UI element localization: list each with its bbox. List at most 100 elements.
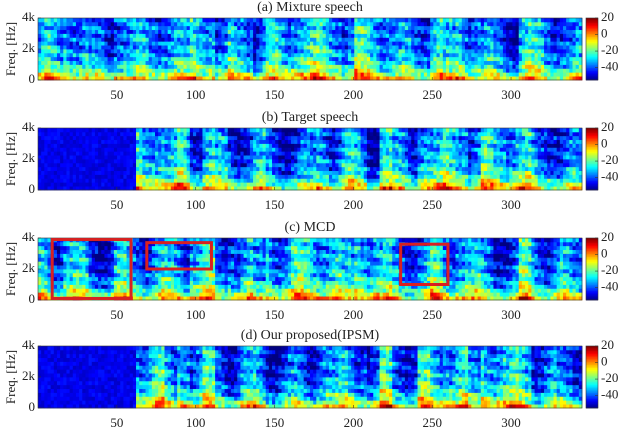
spectrogram-cell [282,53,286,57]
spectrogram-cell [370,171,374,175]
spectrogram-cell [478,41,482,45]
spectrogram-cell [443,22,447,26]
spectrogram-cell [187,49,191,53]
spectrogram-cell [465,175,469,179]
spectrogram-cell [92,159,96,163]
spectrogram-cell [221,167,225,171]
spectrogram-cell [332,144,336,148]
spectrogram-cell [392,178,396,182]
spectrogram-cell [386,147,390,151]
spectrogram-cell [123,132,127,136]
spectrogram-cell [111,147,115,151]
spectrogram-cell [104,175,108,179]
spectrogram-cell [73,159,77,163]
spectrogram-cell [465,68,469,72]
spectrogram-cell [89,144,93,148]
spectrogram-cell [361,30,365,34]
spectrogram-cell [76,72,80,76]
spectrogram-cell [285,132,289,136]
spectrogram-cell [66,34,70,38]
spectrogram-cell [509,49,513,53]
spectrogram-cell [452,26,456,30]
spectrogram-cell [421,61,425,65]
spectrogram-cell [304,159,308,163]
spectrogram-cell [117,140,121,144]
spectrogram-cell [228,175,232,179]
spectrogram-cell [256,34,260,38]
spectrogram-cell [206,68,210,72]
spectrogram-cell [199,182,203,186]
spectrogram-cell [427,155,431,159]
spectrogram-cell [297,65,301,69]
spectrogram-cell [351,132,355,136]
spectrogram-cell [304,151,308,155]
spectrogram-cell [85,167,89,171]
spectrogram-cell [136,140,140,144]
spectrogram-cell [187,41,191,45]
spectrogram-cell [76,57,80,61]
spectrogram-cell [73,167,77,171]
spectrogram-cell [525,45,529,49]
spectrogram-cell [168,155,172,159]
spectrogram-cell [180,68,184,72]
spectrogram-cell [329,61,333,65]
spectrogram-cell [421,178,425,182]
spectrogram-cell [174,151,178,155]
spectrogram-cell [316,136,320,140]
spectrogram-cell [225,151,229,155]
spectrogram-cell [54,159,58,163]
spectrogram-cell [421,163,425,167]
spectrogram-cell [364,65,368,69]
spectrogram-cell [354,30,358,34]
spectrogram-cell [266,30,270,34]
spectrogram-cell [266,49,270,53]
spectrogram-cell [76,22,80,26]
spectrogram-cell [180,65,184,69]
spectrogram-cell [329,178,333,182]
spectrogram-cell [269,18,273,22]
spectrogram-cell [180,30,184,34]
spectrogram-cell [332,49,336,53]
spectrogram-cell [133,34,137,38]
spectrogram-cell [51,128,55,132]
spectrogram-cell [146,53,150,57]
spectrogram-cell [386,178,390,182]
spectrogram-cell [367,155,371,159]
y-axis-label: Freq. [Hz] [3,132,18,186]
spectrogram-cell [474,57,478,61]
spectrogram-cell [500,72,504,76]
spectrogram-cell [108,72,112,76]
spectrogram-cell [240,171,244,175]
spectrogram-cell [76,178,80,182]
spectrogram-cell [326,163,330,167]
spectrogram-cell [291,57,295,61]
spectrogram-cell [95,22,99,26]
spectrogram-cell [209,155,213,159]
spectrogram-cell [569,41,573,45]
spectrogram-cell [215,140,219,144]
spectrogram-cell [158,178,162,182]
spectrogram-cell [367,18,371,22]
spectrogram-cell [237,45,241,49]
spectrogram-cell [225,167,229,171]
spectrogram-cell [57,171,61,175]
spectrogram-cell [114,140,118,144]
spectrogram-cell [459,26,463,30]
spectrogram-cell [41,132,45,136]
spectrogram-cell [38,171,42,175]
spectrogram-cell [187,136,191,140]
spectrogram-cell [462,140,466,144]
spectrogram-cell [51,26,55,30]
spectrogram-cell [405,53,409,57]
spectrogram-cell [471,57,475,61]
spectrogram-cell [519,37,523,41]
spectrogram-cell [108,128,112,132]
spectrogram-cell [206,26,210,30]
spectrogram-cell [433,159,437,163]
spectrogram-cell [370,175,374,179]
spectrogram-cell [127,151,131,155]
spectrogram-cell [282,49,286,53]
spectrogram-cell [307,22,311,26]
spectrogram-cell [408,65,412,69]
spectrogram-cell [465,178,469,182]
